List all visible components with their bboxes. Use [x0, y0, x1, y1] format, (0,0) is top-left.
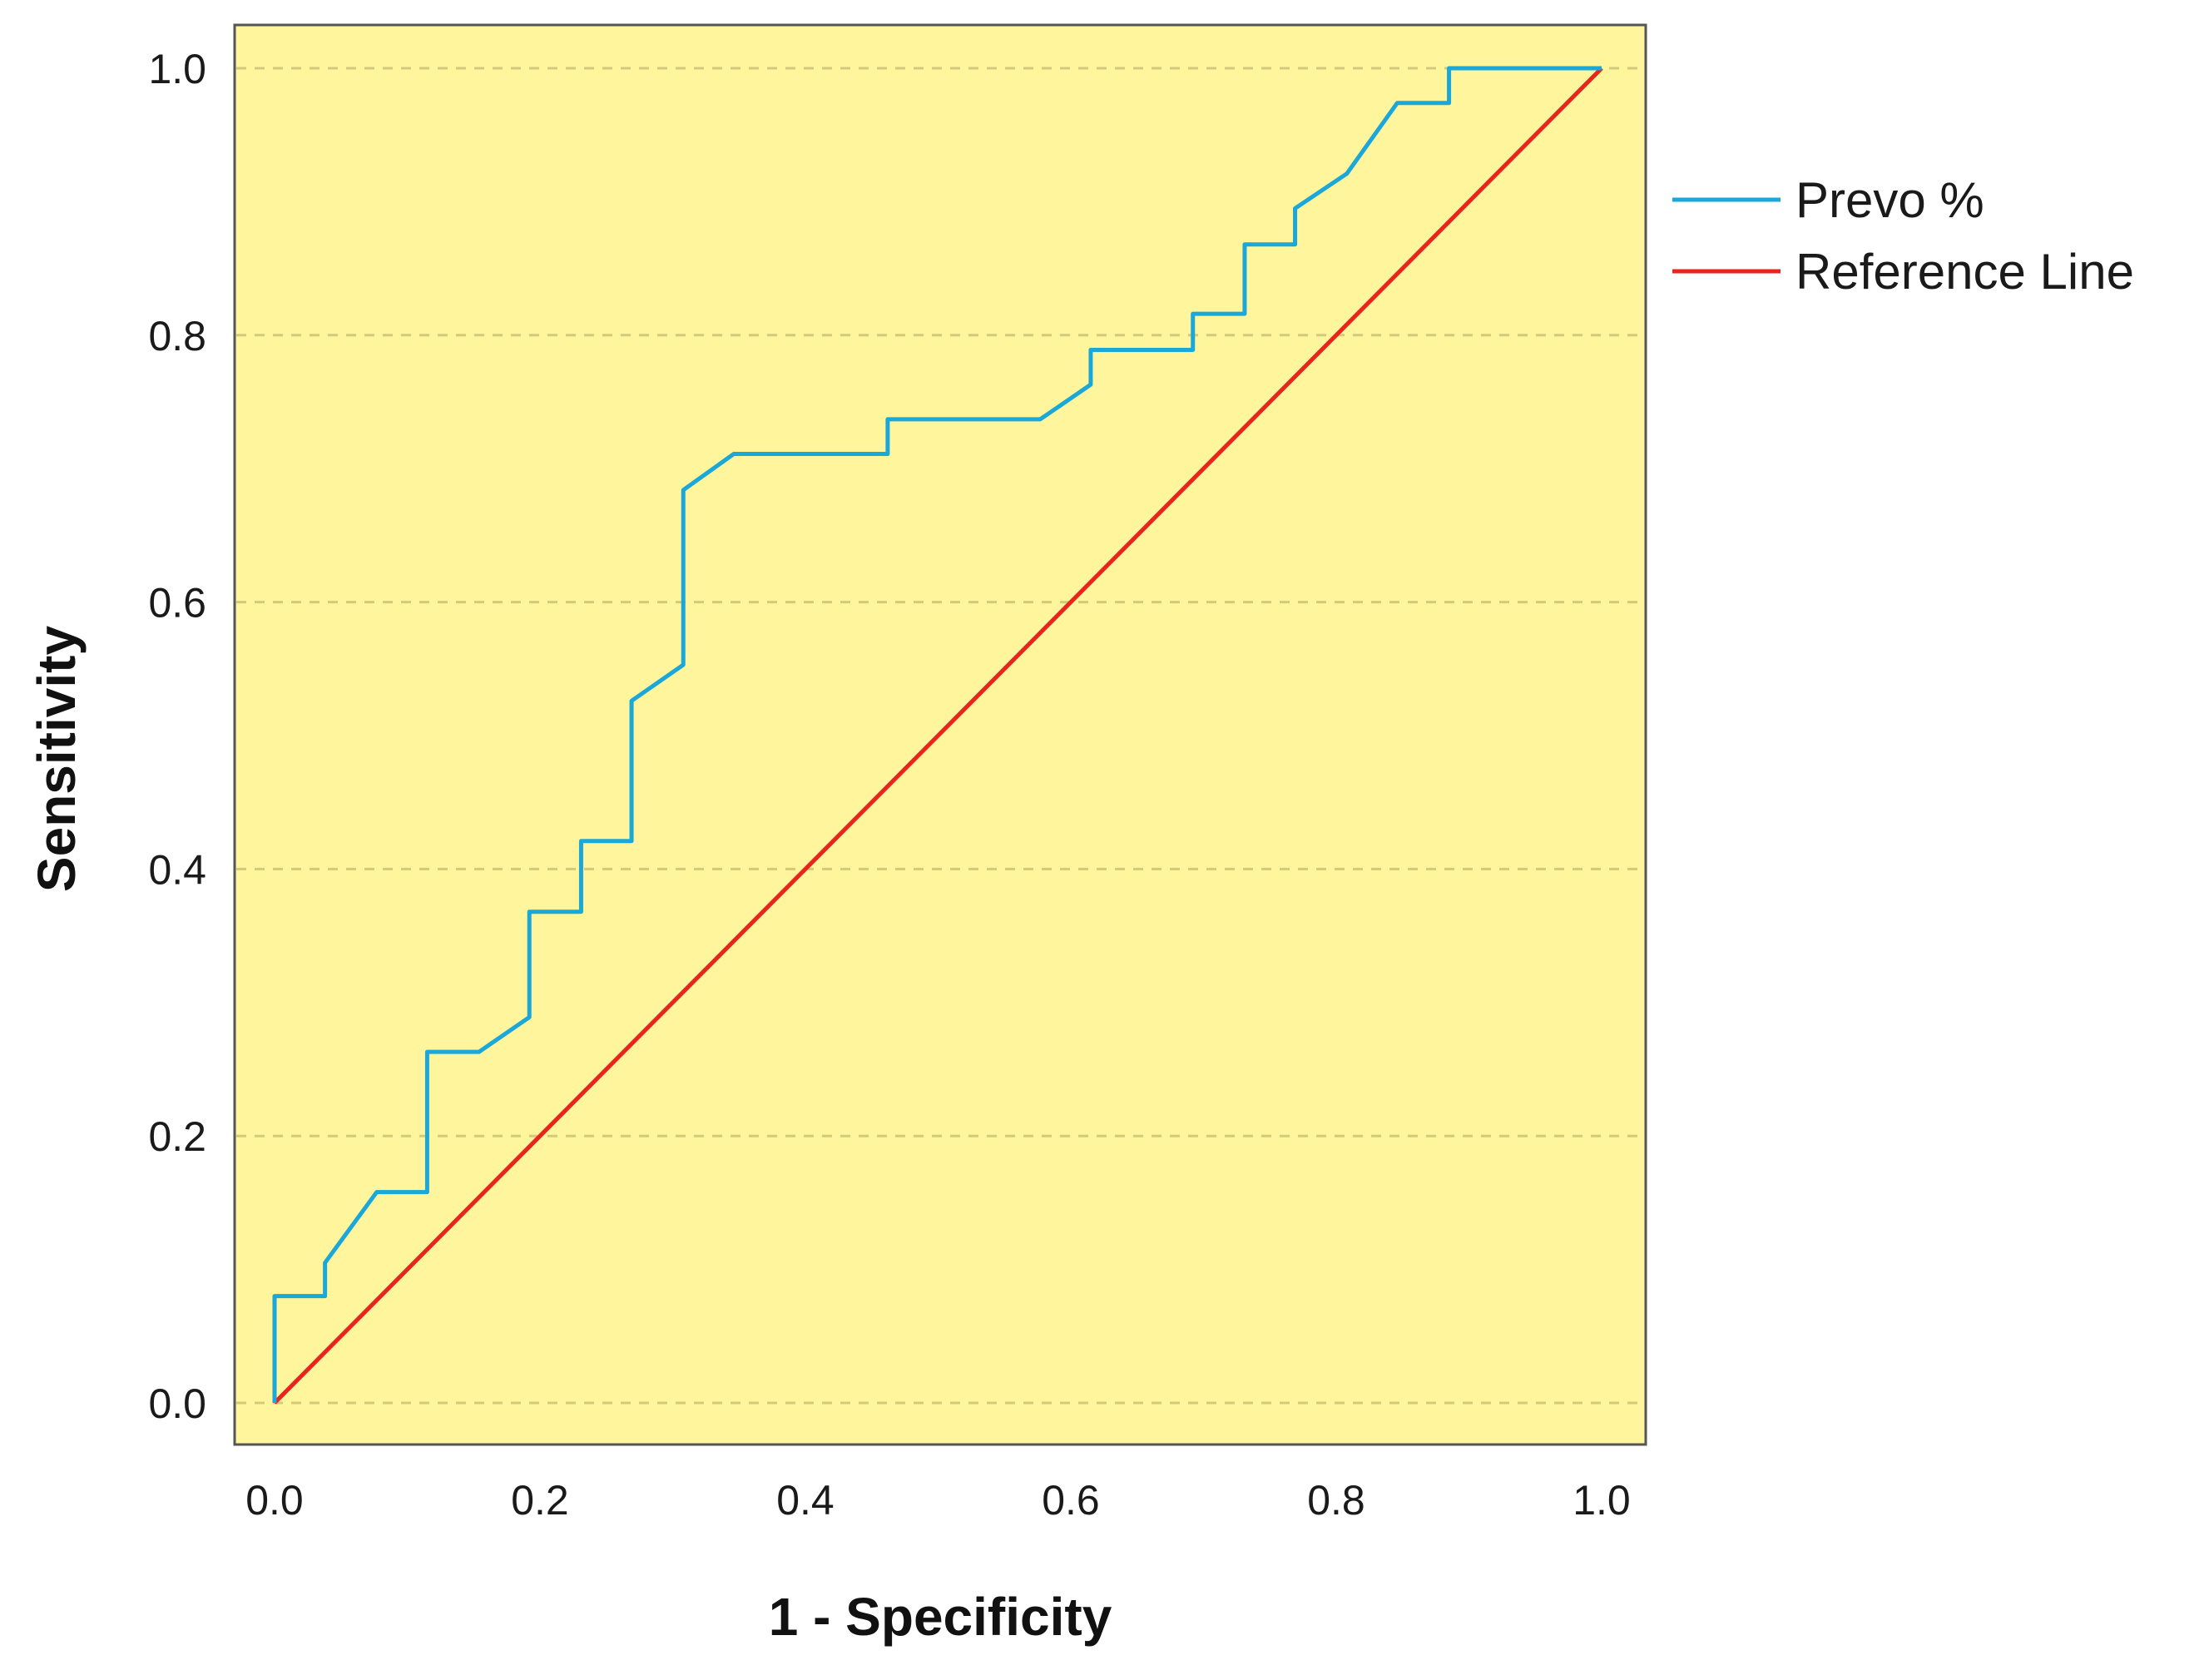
- grid-lines: [236, 67, 1644, 1405]
- y-axis-ticks: 0.0 0.2 0.4 0.6 0.8 1.0: [148, 46, 206, 1427]
- y-tick-label: 0.2: [148, 1113, 206, 1160]
- x-tick-label: 0.6: [1042, 1477, 1100, 1524]
- y-tick-label: 0.8: [148, 313, 206, 359]
- y-tick-label: 0.0: [148, 1380, 206, 1427]
- series-lines: [272, 66, 1603, 1405]
- y-tick-label: 0.6: [148, 580, 206, 627]
- y-tick-label: 0.4: [148, 846, 206, 893]
- x-tick-label: 1.0: [1573, 1477, 1631, 1524]
- x-axis-title: 1 - Specificity: [769, 1587, 1112, 1647]
- x-axis-ticks: 0.0 0.2 0.4 0.6 0.8 1.0: [245, 1477, 1631, 1524]
- series-line-reference: [273, 67, 1603, 1405]
- x-tick-label: 0.8: [1307, 1477, 1365, 1524]
- x-tick-label: 0.2: [511, 1477, 569, 1524]
- x-tick-label: 0.0: [245, 1477, 304, 1524]
- y-axis-title: Sensitivity: [27, 626, 87, 893]
- y-tick-label: 1.0: [148, 46, 206, 92]
- legend-label-reference: Reference Line: [1795, 244, 2134, 300]
- legend-label-prevo: Prevo %: [1795, 172, 1984, 228]
- legend: Prevo % Reference Line: [1672, 172, 2134, 300]
- series-line-prevo: [272, 66, 1602, 1403]
- x-tick-label: 0.4: [776, 1477, 835, 1524]
